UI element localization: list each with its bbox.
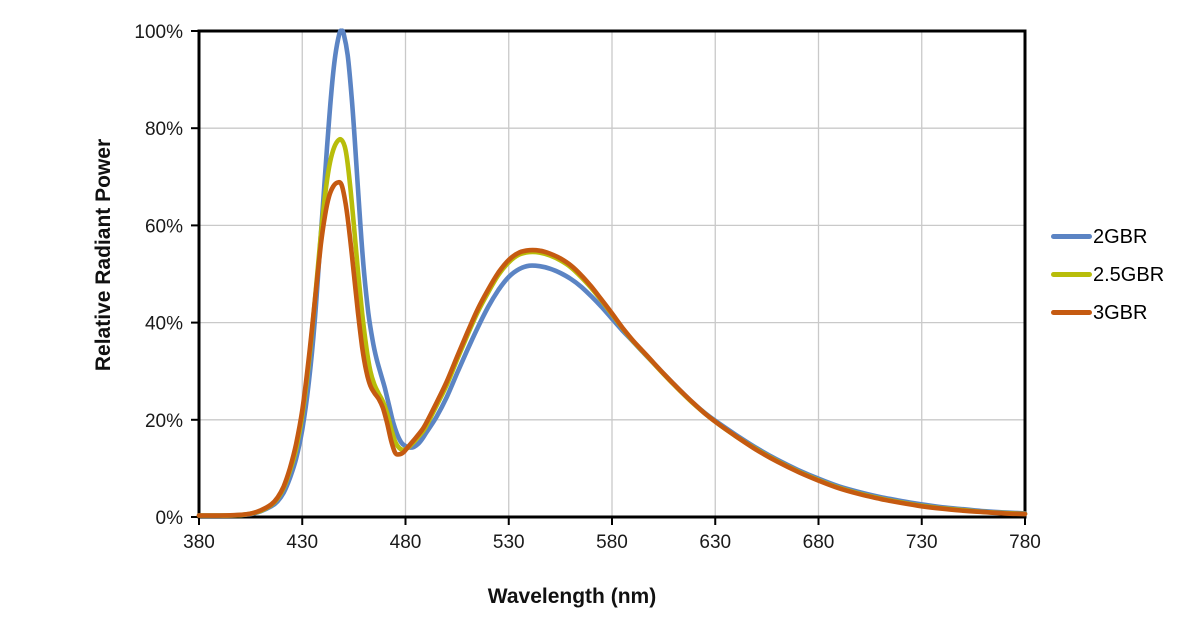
x-tick-label: 380 xyxy=(183,532,215,553)
x-tick-label: 730 xyxy=(906,532,938,553)
legend-line-swatch xyxy=(1051,310,1092,315)
y-tick-label: 80% xyxy=(145,119,183,140)
legend-item-2-5gbr: 2.5GBR xyxy=(1051,260,1164,289)
y-tick-label: 100% xyxy=(134,22,183,43)
legend-item-2gbr: 2GBR xyxy=(1051,222,1164,251)
series-line-3gbr xyxy=(196,179,1028,518)
y-tick-label: 40% xyxy=(145,314,183,335)
y-tick-label: 20% xyxy=(145,411,183,432)
legend-label: 3GBR xyxy=(1093,301,1148,324)
x-tick-label: 580 xyxy=(596,532,628,553)
x-tick-label: 780 xyxy=(1009,532,1041,553)
legend-label: 2.5GBR xyxy=(1093,263,1165,286)
x-tick-label: 680 xyxy=(803,532,835,553)
y-axis-title: Relative Radiant Power xyxy=(92,138,115,372)
x-axis-title: Wavelength (nm) xyxy=(487,585,657,608)
x-tick-label: 630 xyxy=(699,532,731,553)
legend-line-swatch xyxy=(1051,272,1092,277)
legend-item-3gbr: 3GBR xyxy=(1051,298,1164,327)
x-tick-label: 480 xyxy=(390,532,422,553)
legend-label: 2GBR xyxy=(1093,225,1148,248)
x-tick-label: 530 xyxy=(493,532,525,553)
x-tick-label: 430 xyxy=(286,532,318,553)
y-tick-label: 0% xyxy=(156,508,184,529)
legend: 2GBR 2.5GBR 3GBR xyxy=(1051,222,1164,327)
y-tick-label: 60% xyxy=(145,216,183,237)
legend-line-swatch xyxy=(1051,234,1092,239)
